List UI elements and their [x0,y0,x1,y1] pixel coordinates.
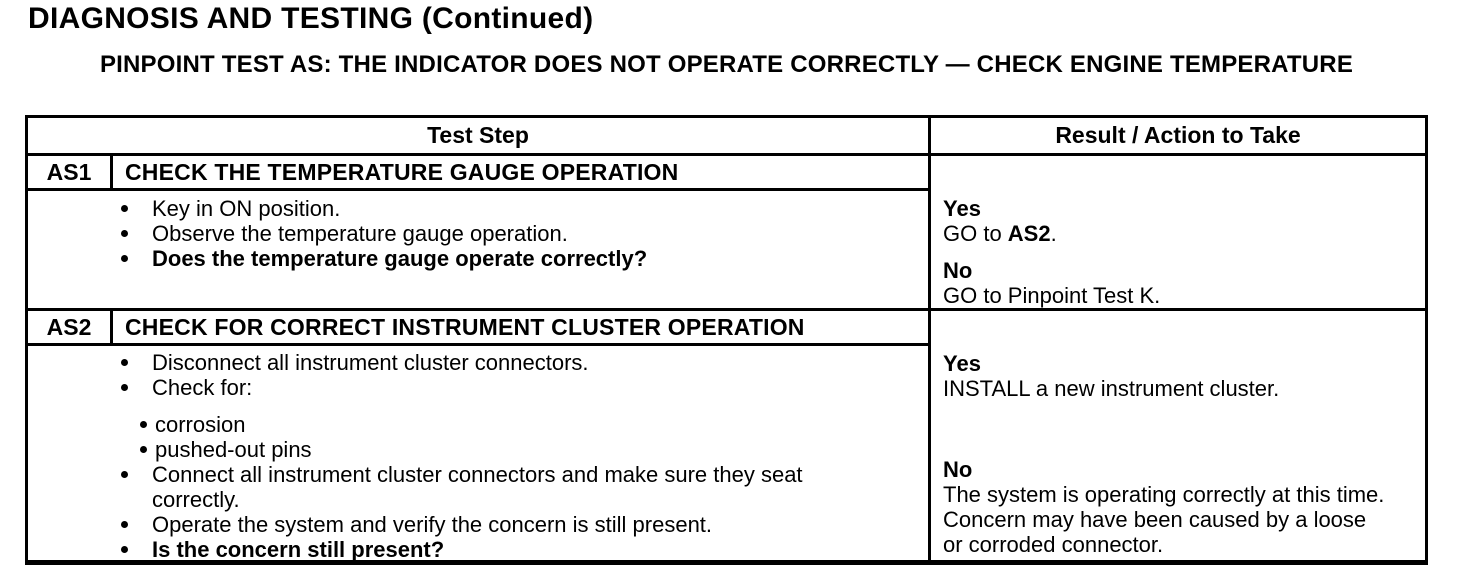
as1-step-body: Key in ON position. Observe the temperat… [28,191,928,308]
bullet-icon [121,230,128,237]
result-block-yes: Yes INSTALL a new instrument cluster. [943,351,1389,401]
bullet-text: Check for: [152,375,253,400]
sub-bullet-item: corrosion [28,412,928,437]
bullet-icon [121,521,128,528]
bullet-text: Key in ON position. [152,196,341,221]
bullet-text: Disconnect all instrument cluster connec… [152,350,589,375]
page-title: DIAGNOSIS AND TESTING (Continued) [28,2,594,35]
step-title-as2: CHECK FOR CORRECT INSTRUMENT CLUSTER OPE… [125,313,805,340]
as2-step-body: Disconnect all instrument cluster connec… [28,346,928,562]
bullet-item: Connect all instrument cluster connector… [28,462,928,512]
result-action-segment: . [1050,221,1057,246]
bullet-item: Disconnect all instrument cluster connec… [28,350,928,375]
bullet-icon [140,446,147,453]
bullet-text: Observe the temperature gauge operation. [152,221,568,246]
pinpoint-test-table: Test Step Result / Action to Take AS1 CH… [25,115,1428,565]
bullet-item: Does the temperature gauge operate corre… [28,246,928,271]
bullet-text: Operate the system and verify the concer… [152,512,713,537]
result-action: The system is operating correctly at thi… [943,482,1385,557]
result-action: GO to AS2. [943,221,1389,246]
step-id-as1: AS1 [28,156,113,188]
result-block-yes: Yes GO to AS2. [943,196,1389,246]
bullet-icon [121,546,128,553]
header-result-action: Result / Action to Take [928,118,1425,153]
result-block-no: No GO to Pinpoint Test K. [943,258,1389,308]
header-test-step: Test Step [427,122,529,148]
as1-title-bar: AS1 CHECK THE TEMPERATURE GAUGE OPERATIO… [28,156,928,191]
bullet-text-question: Is the concern still present? [152,537,445,562]
bullet-text: Connect all instrument cluster connector… [152,462,803,512]
as1-result-cell: Yes GO to AS2. No GO to Pinpoint Test K. [928,156,1425,308]
as2-result-cell: Yes INSTALL a new instrument cluster. No… [928,311,1425,560]
bullet-icon [121,384,128,391]
bullet-icon [121,471,128,478]
bullet-icon [121,359,128,366]
result-action: GO to Pinpoint Test K. [943,283,1161,308]
bullet-item: Check for: [28,375,928,400]
step-title-as1: CHECK THE TEMPERATURE GAUGE OPERATION [125,158,679,185]
table-row-as1: AS1 CHECK THE TEMPERATURE GAUGE OPERATIO… [28,156,1425,308]
sub-bullet-text: corrosion [155,412,246,437]
bullet-icon [121,205,128,212]
as2-test-step-cell: AS2 CHECK FOR CORRECT INSTRUMENT CLUSTER… [28,311,928,562]
table-row-as2: AS2 CHECK FOR CORRECT INSTRUMENT CLUSTER… [28,308,1425,562]
result-label-no: No [943,258,973,283]
sub-bullet-group: corrosion pushed-out pins [28,412,928,462]
pinpoint-test-subtitle: PINPOINT TEST AS: THE INDICATOR DOES NOT… [25,52,1428,78]
as1-test-step-cell: AS1 CHECK THE TEMPERATURE GAUGE OPERATIO… [28,156,928,308]
step-id-as2: AS2 [28,311,113,343]
as2-title-bar: AS2 CHECK FOR CORRECT INSTRUMENT CLUSTER… [28,311,928,346]
sub-bullet-item: pushed-out pins [28,437,928,462]
bullet-item: Is the concern still present? [28,537,928,562]
result-action-segment: GO to [943,221,1008,246]
bullet-text-question: Does the temperature gauge operate corre… [152,246,648,271]
result-action: INSTALL a new instrument cluster. [943,376,1280,401]
table-header-row: Test Step Result / Action to Take [28,118,1425,156]
sub-bullet-text: pushed-out pins [155,437,312,462]
result-block-no: No The system is operating correctly at … [943,457,1389,557]
bullet-icon [121,255,128,262]
bullet-icon [140,421,147,428]
result-action-segment-bold: AS2 [1007,221,1051,246]
result-label-yes: Yes [943,196,981,221]
bullet-item: Operate the system and verify the concer… [28,512,928,537]
result-label-no: No [943,457,973,482]
result-label-yes: Yes [943,351,981,376]
pinpoint-test-subtitle-text: PINPOINT TEST AS: THE INDICATOR DOES NOT… [99,51,1354,78]
bullet-item: Key in ON position. [28,196,928,221]
bullet-item: Observe the temperature gauge operation. [28,221,928,246]
